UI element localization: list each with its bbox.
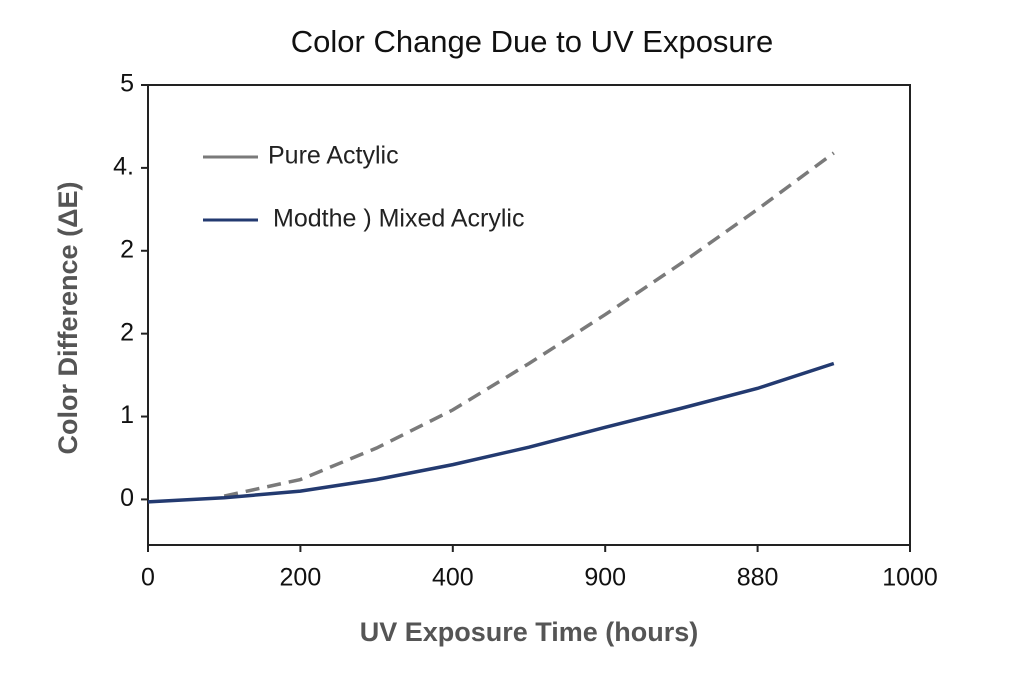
x-tick-label: 0 <box>141 564 155 592</box>
y-tick-label: 2 <box>120 318 134 346</box>
series-line <box>147 361 835 504</box>
x-axis-label: UV Exposure Time (hours) <box>360 617 699 647</box>
y-axis-label: Color Difference (ΔE) <box>53 182 83 455</box>
legend-label: Pure Actylic <box>268 142 399 170</box>
chart-title: Color Change Due to UV Exposure <box>291 24 773 59</box>
x-tick-label: 200 <box>280 564 322 592</box>
x-tick-label: 900 <box>584 564 626 592</box>
x-tick-label: 400 <box>432 564 474 592</box>
x-tick-label: 880 <box>737 564 779 592</box>
y-tick-label: 4. <box>113 152 134 180</box>
series-line <box>223 151 835 498</box>
legend-label: Modthe ) Mixed Acrylic <box>273 205 524 233</box>
y-tick-label: 1 <box>120 401 134 429</box>
x-tick-label: 1000 <box>882 564 938 592</box>
plot-frame <box>147 84 911 546</box>
y-tick-label: 0 <box>120 484 134 512</box>
y-tick-label: 5 <box>120 70 134 98</box>
y-tick-label: 2 <box>120 235 134 263</box>
